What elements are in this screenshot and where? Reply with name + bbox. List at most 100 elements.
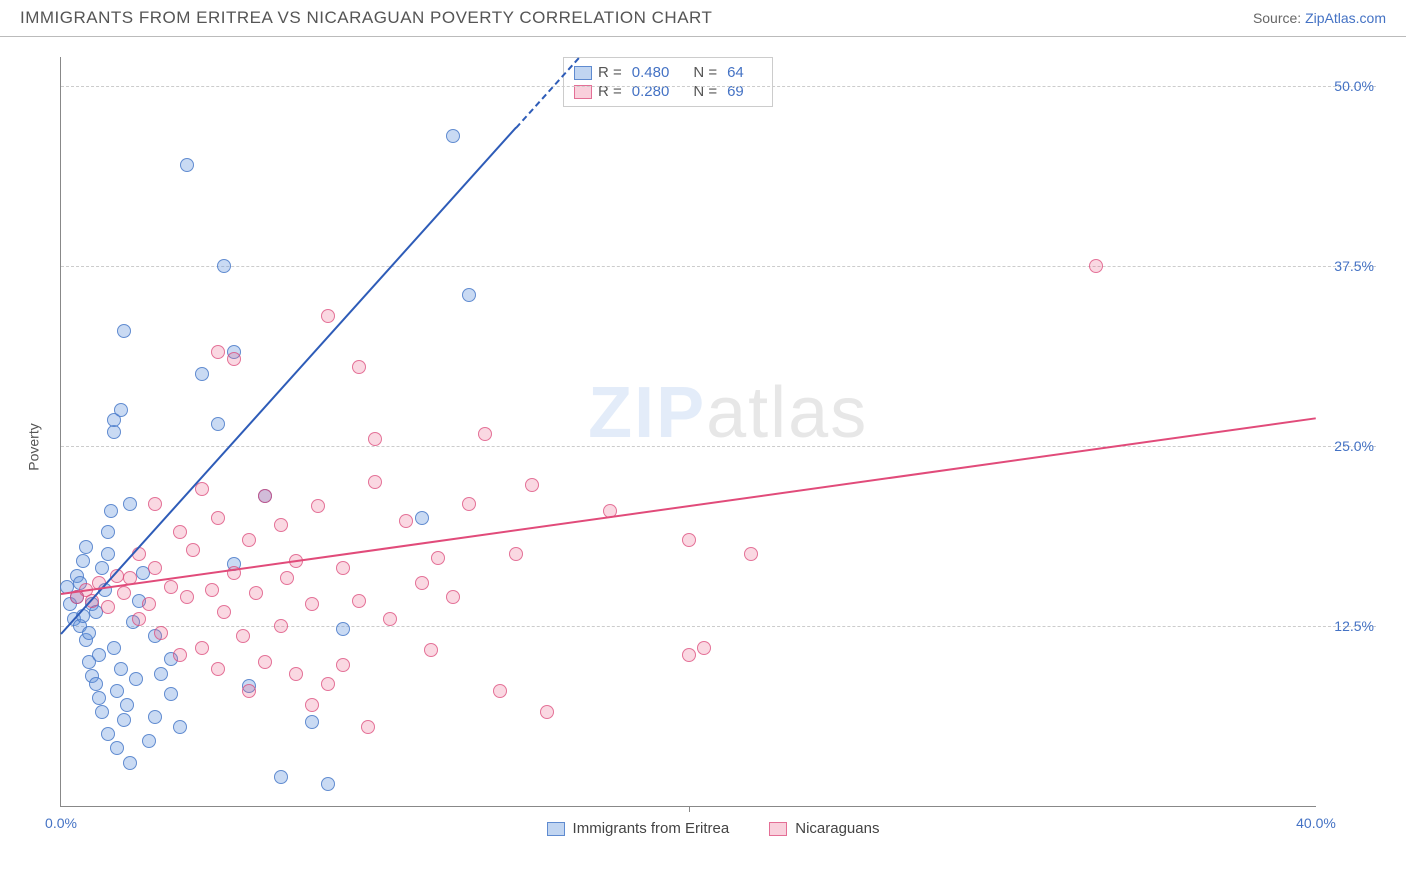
data-point-nicaraguans xyxy=(164,580,178,594)
data-point-nicaraguans xyxy=(509,547,523,561)
data-point-nicaraguans xyxy=(217,605,231,619)
data-point-nicaraguans xyxy=(682,533,696,547)
series-legend: Immigrants from Eritrea Nicaraguans xyxy=(50,820,1376,837)
legend-swatch-nicaraguans-icon xyxy=(769,822,787,836)
y-tick-label: 37.5% xyxy=(1334,258,1374,274)
data-point-nicaraguans xyxy=(478,427,492,441)
data-point-nicaraguans xyxy=(431,551,445,565)
data-point-eritrea xyxy=(117,713,131,727)
data-point-eritrea xyxy=(336,622,350,636)
data-point-nicaraguans xyxy=(311,499,325,513)
data-point-eritrea xyxy=(148,710,162,724)
data-point-eritrea xyxy=(123,756,137,770)
chart-area: Poverty ZIPatlas R = 0.480 N = 64 R = 0.… xyxy=(50,47,1376,847)
watermark-bold: ZIP xyxy=(588,373,706,453)
data-point-eritrea xyxy=(104,504,118,518)
data-point-nicaraguans xyxy=(148,561,162,575)
data-point-eritrea xyxy=(154,667,168,681)
data-point-nicaraguans xyxy=(540,705,554,719)
legend-label-eritrea: Immigrants from Eritrea xyxy=(573,820,730,837)
r-label: R = xyxy=(598,64,622,81)
source-attribution: Source: ZipAtlas.com xyxy=(1253,10,1386,26)
data-point-nicaraguans xyxy=(180,590,194,604)
data-point-eritrea xyxy=(110,684,124,698)
trend-line xyxy=(61,417,1316,595)
data-point-eritrea xyxy=(92,648,106,662)
data-point-nicaraguans xyxy=(132,612,146,626)
gridline xyxy=(61,626,1376,627)
data-point-nicaraguans xyxy=(525,478,539,492)
data-point-nicaraguans xyxy=(415,576,429,590)
data-point-nicaraguans xyxy=(1089,259,1103,273)
data-point-nicaraguans xyxy=(368,432,382,446)
n-value-eritrea: 64 xyxy=(727,64,744,81)
data-point-nicaraguans xyxy=(493,684,507,698)
data-point-nicaraguans xyxy=(289,667,303,681)
legend-swatch-eritrea-icon xyxy=(547,822,565,836)
data-point-eritrea xyxy=(82,626,96,640)
data-point-eritrea xyxy=(76,554,90,568)
data-point-eritrea xyxy=(129,672,143,686)
data-point-eritrea xyxy=(446,129,460,143)
data-point-eritrea xyxy=(117,324,131,338)
data-point-nicaraguans xyxy=(249,586,263,600)
data-point-nicaraguans xyxy=(154,626,168,640)
data-point-nicaraguans xyxy=(744,547,758,561)
data-point-nicaraguans xyxy=(383,612,397,626)
data-point-eritrea xyxy=(107,641,121,655)
y-tick-label: 50.0% xyxy=(1334,78,1374,94)
data-point-eritrea xyxy=(211,417,225,431)
data-point-nicaraguans xyxy=(399,514,413,528)
n-label: N = xyxy=(693,64,717,81)
data-point-eritrea xyxy=(92,691,106,705)
data-point-nicaraguans xyxy=(242,533,256,547)
correlation-legend: R = 0.480 N = 64 R = 0.280 N = 69 xyxy=(563,57,773,107)
data-point-nicaraguans xyxy=(697,641,711,655)
data-point-nicaraguans xyxy=(205,583,219,597)
chart-header: IMMIGRANTS FROM ERITREA VS NICARAGUAN PO… xyxy=(0,0,1406,37)
data-point-nicaraguans xyxy=(101,600,115,614)
data-point-nicaraguans xyxy=(424,643,438,657)
data-point-eritrea xyxy=(114,662,128,676)
data-point-eritrea xyxy=(321,777,335,791)
data-point-eritrea xyxy=(180,158,194,172)
y-tick-label: 12.5% xyxy=(1334,618,1374,634)
gridline xyxy=(61,86,1376,87)
source-link[interactable]: ZipAtlas.com xyxy=(1305,10,1386,26)
data-point-eritrea xyxy=(89,677,103,691)
legend-item-eritrea: Immigrants from Eritrea xyxy=(547,820,730,837)
source-prefix: Source: xyxy=(1253,10,1305,26)
data-point-eritrea xyxy=(110,741,124,755)
data-point-nicaraguans xyxy=(242,684,256,698)
data-point-nicaraguans xyxy=(352,594,366,608)
data-point-nicaraguans xyxy=(336,561,350,575)
data-point-nicaraguans xyxy=(361,720,375,734)
data-point-eritrea xyxy=(79,540,93,554)
data-point-nicaraguans xyxy=(368,475,382,489)
r-value-eritrea: 0.480 xyxy=(632,64,670,81)
watermark-thin: atlas xyxy=(706,373,868,453)
data-point-nicaraguans xyxy=(236,629,250,643)
data-point-nicaraguans xyxy=(227,352,241,366)
data-point-nicaraguans xyxy=(117,586,131,600)
data-point-eritrea xyxy=(120,698,134,712)
data-point-nicaraguans xyxy=(195,641,209,655)
data-point-eritrea xyxy=(274,770,288,784)
data-point-eritrea xyxy=(195,367,209,381)
data-point-eritrea xyxy=(217,259,231,273)
data-point-nicaraguans xyxy=(142,597,156,611)
data-point-nicaraguans xyxy=(173,648,187,662)
data-point-eritrea xyxy=(305,715,319,729)
watermark: ZIPatlas xyxy=(588,372,868,454)
legend-swatch-eritrea xyxy=(574,66,592,80)
data-point-nicaraguans xyxy=(211,511,225,525)
data-point-eritrea xyxy=(101,727,115,741)
data-point-eritrea xyxy=(123,497,137,511)
data-point-eritrea xyxy=(101,525,115,539)
data-point-nicaraguans xyxy=(186,543,200,557)
data-point-nicaraguans xyxy=(173,525,187,539)
data-point-nicaraguans xyxy=(211,662,225,676)
gridline xyxy=(61,266,1376,267)
data-point-nicaraguans xyxy=(446,590,460,604)
data-point-eritrea xyxy=(415,511,429,525)
